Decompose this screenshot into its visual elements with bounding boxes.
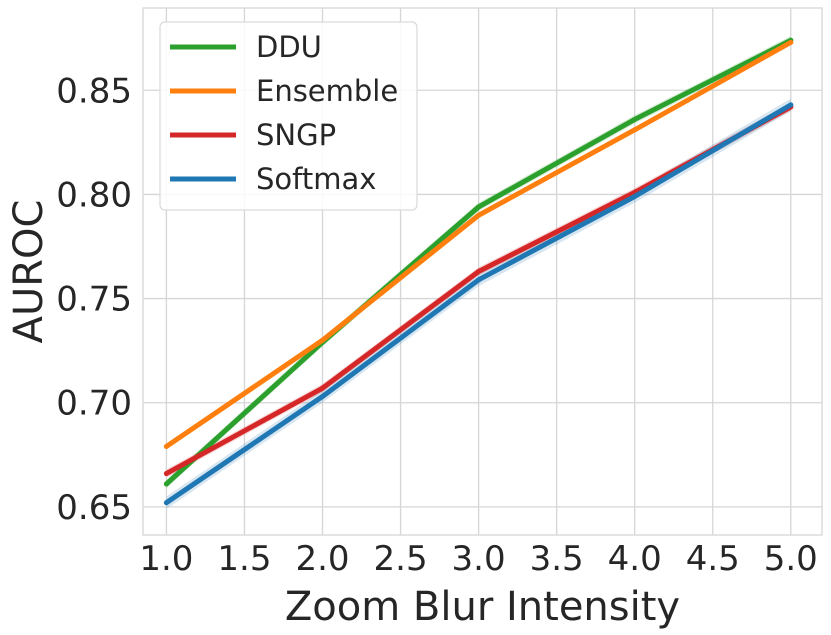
x-tick-label: 3.0 [452, 539, 506, 579]
legend: DDU Ensemble SNGP Softmax [159, 21, 418, 211]
data-point-sngp [320, 385, 326, 391]
data-point-softmax [163, 500, 169, 506]
data-point-ensemble [788, 39, 794, 45]
x-tick-label: 2.0 [295, 539, 349, 579]
x-tick-label: 5.0 [764, 539, 818, 579]
data-point-ensemble [476, 212, 482, 218]
data-point-ensemble [632, 127, 638, 133]
y-tick-label: 0.75 [56, 280, 132, 320]
x-tick-label: 3.5 [530, 539, 584, 579]
data-point-softmax [632, 194, 638, 200]
data-point-sngp [476, 269, 482, 274]
x-tick-label: 2.5 [374, 539, 428, 579]
data-point-softmax [320, 393, 326, 399]
band-softmax [166, 98, 791, 509]
x-tick-labels: 1.0 1.5 2.0 2.5 3.0 3.5 4.0 4.5 5.0 [139, 539, 817, 579]
data-point-ensemble [163, 443, 169, 449]
y-tick-label: 0.65 [56, 488, 132, 528]
data-point-ensemble [320, 337, 326, 343]
legend-label-sngp: SNGP [256, 118, 336, 152]
legend-label-ddu: DDU [256, 30, 322, 64]
legend-label-softmax: Softmax [256, 162, 376, 196]
legend-box [159, 21, 418, 211]
y-tick-labels: 0.65 0.70 0.75 0.80 0.85 [56, 71, 132, 528]
series-lines [163, 37, 794, 506]
y-tick-label: 0.80 [56, 175, 132, 215]
data-point-ddu [163, 481, 169, 487]
data-point-ddu [476, 204, 482, 210]
x-tick-label: 4.0 [608, 539, 662, 579]
x-tick-label: 1.0 [139, 539, 193, 579]
data-point-softmax [788, 102, 794, 108]
plot-frame [142, 7, 823, 536]
data-point-sngp [163, 471, 169, 477]
legend-label-ensemble: Ensemble [256, 74, 398, 108]
data-point-ddu [632, 116, 638, 122]
x-tick-label: 1.5 [217, 539, 271, 579]
data-point-softmax [476, 277, 482, 283]
y-axis-title: AUROC [6, 200, 52, 344]
x-tick-label: 4.5 [686, 539, 740, 579]
y-tick-label: 0.70 [56, 384, 132, 424]
y-tick-label: 0.85 [56, 71, 132, 111]
x-axis-title: Zoom Blur Intensity [285, 584, 680, 630]
